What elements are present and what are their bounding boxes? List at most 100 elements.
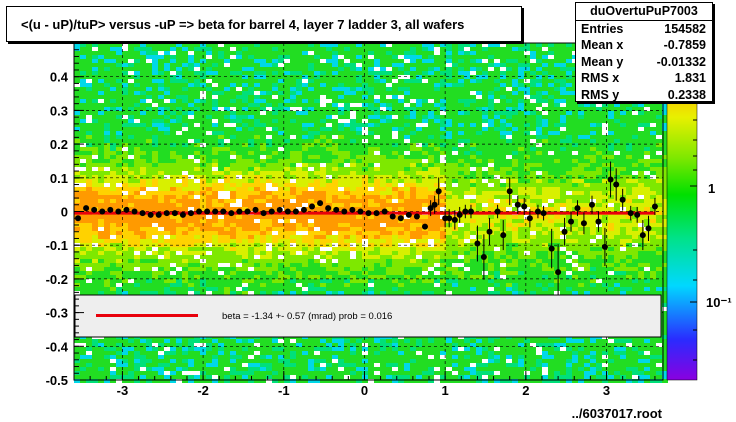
heatmap-cell	[416, 223, 422, 227]
heatmap-cell	[266, 163, 272, 167]
heatmap-cell	[428, 127, 434, 131]
heatmap-cell	[110, 235, 116, 239]
heatmap-cell	[446, 207, 452, 211]
heatmap-cell	[374, 187, 380, 191]
heatmap-cell	[374, 43, 380, 47]
heatmap-cell	[458, 167, 464, 171]
heatmap-cell	[104, 219, 110, 223]
heatmap-cell	[518, 59, 524, 63]
heatmap-cell	[170, 235, 176, 239]
heatmap-cell	[416, 127, 422, 131]
heatmap-cell	[506, 207, 512, 211]
heatmap-cell	[518, 155, 524, 159]
heatmap-cell	[656, 127, 662, 131]
heatmap-cell	[386, 87, 392, 91]
heatmap-cell	[404, 95, 410, 99]
heatmap-cell	[242, 103, 248, 107]
heatmap-cell	[428, 219, 434, 223]
heatmap-cell	[236, 155, 242, 159]
heatmap-cell	[518, 83, 524, 87]
heatmap-cell	[482, 183, 488, 187]
heatmap-cell	[410, 207, 416, 211]
heatmap-cell	[500, 167, 506, 171]
heatmap-cell	[296, 55, 302, 59]
heatmap-cell	[482, 235, 488, 239]
heatmap-cell	[416, 99, 422, 103]
heatmap-cell	[296, 59, 302, 63]
heatmap-cell	[638, 135, 644, 139]
heatmap-cell	[332, 239, 338, 243]
heatmap-cell	[86, 167, 92, 171]
heatmap-cell	[506, 127, 512, 131]
heatmap-cell	[638, 147, 644, 151]
heatmap-cell	[98, 87, 104, 91]
heatmap-cell	[182, 103, 188, 107]
heatmap-cell	[566, 67, 572, 71]
heatmap-cell	[422, 231, 428, 235]
heatmap-cell	[410, 103, 416, 107]
heatmap-cell	[422, 63, 428, 67]
heatmap-cell	[620, 103, 626, 107]
heatmap-cell	[212, 111, 218, 115]
heatmap-cell	[458, 239, 464, 243]
heatmap-cell	[254, 99, 260, 103]
heatmap-cell	[518, 231, 524, 235]
heatmap-cell	[260, 99, 266, 103]
heatmap-cell	[386, 59, 392, 63]
heatmap-cell	[620, 151, 626, 155]
heatmap-cell	[482, 79, 488, 83]
heatmap-cell	[86, 115, 92, 119]
heatmap-cell	[524, 91, 530, 95]
heatmap-cell	[236, 195, 242, 199]
heatmap-cell	[188, 191, 194, 195]
heatmap-cell	[224, 151, 230, 155]
heatmap-cell	[188, 127, 194, 131]
heatmap-cell	[242, 51, 248, 55]
heatmap-cell	[236, 59, 242, 63]
heatmap-cell	[512, 219, 518, 223]
heatmap-cell	[320, 127, 326, 131]
heatmap-cell	[224, 199, 230, 203]
heatmap-cell	[212, 55, 218, 59]
heatmap-cell	[440, 239, 446, 243]
heatmap-cell	[98, 115, 104, 119]
heatmap-cell	[512, 91, 518, 95]
heatmap-cell	[236, 235, 242, 239]
heatmap-cell	[548, 99, 554, 103]
heatmap-cell	[206, 151, 212, 155]
heatmap-cell	[104, 239, 110, 243]
heatmap-cell	[308, 107, 314, 111]
heatmap-cell	[170, 207, 176, 211]
heatmap-cell	[152, 91, 158, 95]
heatmap-cell	[110, 67, 116, 71]
heatmap-cell	[260, 191, 266, 195]
heatmap-cell	[380, 223, 386, 227]
heatmap-cell	[218, 63, 224, 67]
heatmap-cell	[380, 151, 386, 155]
heatmap-cell	[152, 147, 158, 151]
heatmap-cell	[104, 123, 110, 127]
heatmap-cell	[218, 115, 224, 119]
heatmap-cell	[224, 219, 230, 223]
heatmap-cell	[350, 103, 356, 107]
heatmap-cell	[164, 239, 170, 243]
heatmap-cell	[146, 219, 152, 223]
heatmap-cell	[218, 55, 224, 59]
heatmap-cell	[392, 47, 398, 51]
heatmap-cell	[446, 183, 452, 187]
heatmap-cell	[236, 239, 242, 243]
heatmap-cell	[194, 47, 200, 51]
heatmap-cell	[86, 159, 92, 163]
heatmap-cell	[182, 151, 188, 155]
heatmap-cell	[80, 239, 86, 243]
heatmap-cell	[170, 199, 176, 203]
heatmap-cell	[104, 187, 110, 191]
heatmap-cell	[566, 159, 572, 163]
heatmap-cell	[152, 115, 158, 119]
heatmap-cell	[422, 191, 428, 195]
heatmap-cell	[164, 167, 170, 171]
heatmap-cell	[602, 171, 608, 175]
heatmap-cell	[488, 139, 494, 143]
heatmap-cell	[302, 43, 308, 47]
heatmap-cell	[452, 175, 458, 179]
